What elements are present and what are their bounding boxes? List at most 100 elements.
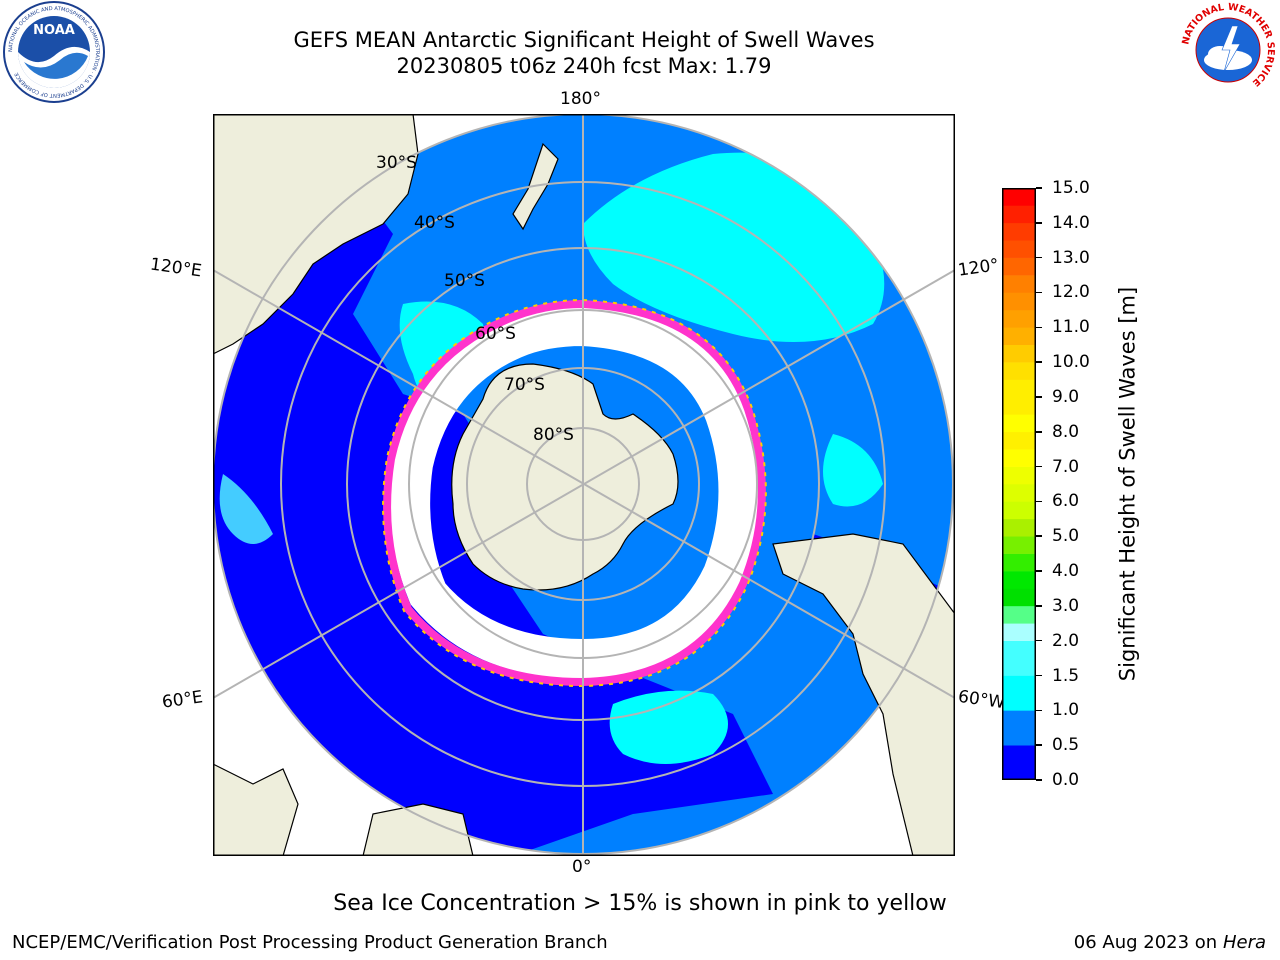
noaa-logo: NOAA NATIONAL OCEANIC AND ATMOSPHERIC AD… [3, 1, 105, 103]
colorbar-tick-label: 8.0 [1052, 421, 1080, 442]
colorbar-segment [1002, 240, 1036, 258]
colorbar-segment [1002, 605, 1036, 624]
lat-label-50s: 50°S [444, 271, 485, 291]
colorbar-segment [1002, 344, 1036, 363]
colorbar-segment [1002, 745, 1036, 780]
lat-label-80s: 80°S [533, 425, 574, 445]
lat-label-70s: 70°S [504, 375, 545, 395]
colorbar-tick-mark [1036, 361, 1042, 363]
sea-ice-interior [390, 305, 759, 680]
colorbar-segment [1002, 188, 1036, 206]
colorbar-tick-mark [1036, 674, 1042, 677]
colorbar-segment [1002, 379, 1036, 398]
colorbar-tick-label: 0.0 [1052, 770, 1080, 790]
colorbar-segment [1002, 205, 1036, 224]
lat-label-40s: 40°S [414, 213, 455, 233]
colorbar-segment [1002, 623, 1036, 642]
sea-ice-edge-yellow [382, 298, 767, 688]
colorbar-tick-mark [1036, 570, 1042, 572]
colorbar-segment [1002, 571, 1036, 589]
colorbar-tick-label: 10.0 [1052, 352, 1090, 373]
colorbar-tick-label: 15.0 [1052, 178, 1090, 198]
colorbar-tick-mark [1036, 639, 1042, 642]
noaa-logo-text: NOAA [33, 23, 75, 38]
land-masses [213, 114, 955, 856]
lon-label-0: 0° [572, 857, 592, 877]
colorbar-segment [1002, 536, 1036, 554]
colorbar-tick-mark [1036, 605, 1042, 607]
colorbar-tick-label: 7.0 [1052, 456, 1080, 477]
colorbar [1002, 188, 1036, 780]
land-africa-west [213, 763, 299, 856]
colorbar-tick-label: 14.0 [1052, 212, 1090, 233]
colorbar-tick-label: 6.0 [1052, 491, 1080, 512]
colorbar-tick-label: 11.0 [1052, 317, 1090, 338]
colorbar-segment [1002, 431, 1036, 450]
ocean-high-swell-south [609, 690, 728, 764]
colorbar-tick-label: 4.0 [1052, 561, 1080, 582]
colorbar-segment [1002, 518, 1036, 537]
colorbar-tick-mark [1036, 326, 1042, 329]
chart-title: GEFS MEAN Antarctic Significant Height o… [293, 28, 875, 52]
colorbar-tick-mark [1036, 396, 1042, 398]
colorbar-tick-mark [1036, 256, 1042, 259]
colorbar-segment [1002, 414, 1036, 433]
lon-label-180: 180° [560, 89, 601, 109]
colorbar-tick-label: 9.0 [1052, 386, 1080, 407]
land-south-america [772, 533, 955, 856]
colorbar-tick-mark [1036, 500, 1042, 503]
colorbar-segment [1002, 675, 1036, 711]
colorbar-segment [1002, 327, 1036, 346]
colorbar-tick-label: 2.0 [1052, 630, 1080, 651]
sea-ice [382, 298, 767, 688]
colorbar-segment [1002, 640, 1036, 676]
colorbar-segment [1002, 396, 1036, 415]
lon-label-120e: 120°E [148, 254, 203, 282]
land-antarctica [451, 363, 679, 591]
lat-label-30s: 30°S [376, 153, 417, 173]
nws-logo: NATIONAL WEATHER SERVICE [1180, 2, 1276, 98]
lon-label-60w: 60°W [956, 686, 1007, 714]
colorbar-tick-mark [1036, 744, 1042, 746]
colorbar-tick-label: 1.5 [1052, 665, 1080, 686]
polar-map [213, 114, 955, 856]
colorbar-segment [1002, 275, 1036, 293]
sea-ice-edge [383, 299, 766, 687]
chart-subtitle: 20230805 t06z 240h fcst Max: 1.79 [396, 54, 772, 78]
colorbar-tick-label: 5.0 [1052, 526, 1080, 547]
lon-label-120w: 120° [956, 255, 1001, 281]
graticule [213, 114, 955, 856]
colorbar-tick-label: 12.0 [1052, 282, 1090, 303]
credit-organization: NCEP/EMC/Verification Post Processing Pr… [12, 932, 608, 953]
colorbar-tick-mark [1036, 187, 1042, 189]
credit-date: 06 Aug 2023 on Hera [1073, 932, 1266, 953]
colorbar-segment [1002, 588, 1036, 607]
colorbar-segment [1002, 292, 1036, 311]
map-frame [213, 114, 955, 856]
colorbar-tick-label: 0.5 [1052, 735, 1080, 756]
colorbar-segment [1002, 257, 1036, 276]
colorbar-tick-mark [1036, 465, 1042, 468]
colorbar-tick-mark [1036, 291, 1042, 294]
colorbar-tick-mark [1036, 431, 1042, 433]
colorbar-segment [1002, 553, 1036, 572]
colorbar-segment [1002, 362, 1036, 380]
colorbar-segment [1002, 710, 1036, 746]
colorbar-label: Significant Height of Swell Waves [m] [1115, 286, 1140, 682]
colorbar-tick-mark [1036, 709, 1042, 712]
colorbar-segment [1002, 449, 1036, 467]
colorbar-tick-label: 3.0 [1052, 595, 1080, 616]
ocean-high-swell-north [583, 152, 885, 342]
colorbar-segment [1002, 484, 1036, 502]
land-australia [213, 114, 419, 355]
colorbar-segment [1002, 309, 1036, 328]
map-panel [213, 114, 955, 856]
sea-ice-note: Sea Ice Concentration > 15% is shown in … [333, 891, 947, 916]
colorbar-segment [1002, 466, 1036, 485]
colorbar-tick-label: 1.0 [1052, 700, 1080, 721]
colorbar-tick-mark [1036, 779, 1042, 781]
lon-label-60e: 60°E [160, 687, 205, 713]
lat-label-60s: 60°S [475, 324, 516, 344]
credit-host: Hera [1222, 932, 1266, 953]
colorbar-tick-mark [1036, 222, 1042, 224]
